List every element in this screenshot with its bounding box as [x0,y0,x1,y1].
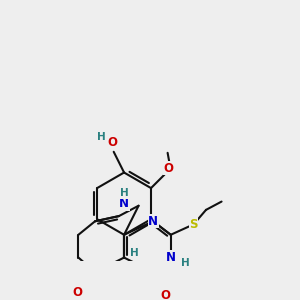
Text: O: O [72,286,82,299]
Text: H: H [130,248,139,258]
Text: O: O [160,290,171,300]
Text: N: N [119,197,129,210]
Text: H: H [97,132,106,142]
Text: O: O [164,162,174,175]
Text: H: H [120,188,128,198]
Text: H: H [181,258,190,268]
Text: O: O [108,136,118,149]
Text: S: S [189,218,198,231]
Text: N: N [148,215,158,228]
Text: N: N [166,251,176,264]
